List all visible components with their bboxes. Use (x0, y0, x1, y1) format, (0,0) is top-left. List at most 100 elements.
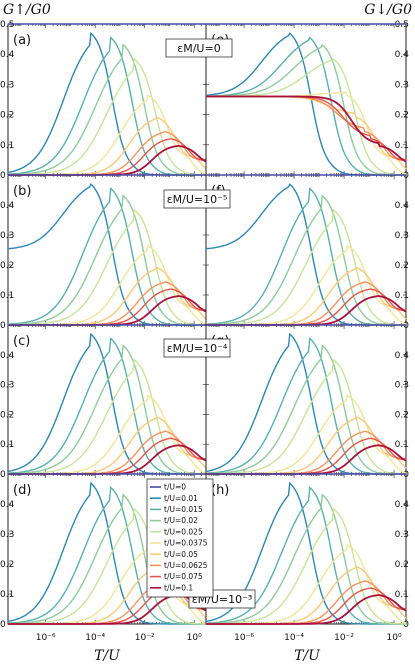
x-tick-label: 10⁻⁴ (284, 633, 304, 643)
series-line-9 (8, 444, 207, 475)
series-line-5 (206, 394, 407, 475)
series-line-5 (8, 94, 207, 176)
x-tick-label: 10⁰ (187, 633, 202, 643)
y-tick-label: 0.1 (395, 141, 409, 151)
panel-e: 00.10.20.30.40.5(e) (205, 20, 410, 181)
series-line-3 (206, 344, 406, 475)
y-tick-label: 0.1 (0, 440, 14, 450)
series-line-3 (8, 493, 206, 625)
legend-entry: t/U=0.015 (164, 505, 203, 514)
series-line-3 (8, 43, 206, 176)
series-line-9 (206, 444, 407, 475)
x-tick-label: 10⁻⁶ (234, 633, 254, 643)
y-tick-label: 0.2 (0, 560, 14, 570)
y-tick-label: 0.3 (395, 231, 409, 241)
series-line-4 (206, 208, 406, 326)
x-tick-labels: 10⁻⁶ 10⁻⁴ 10⁻² 10⁰ 10⁻⁶ 10⁻⁴ 10⁻² 10⁰ (36, 633, 402, 643)
y-tick-label: 0 (0, 470, 6, 480)
panel-label: (h) (211, 483, 229, 498)
series-line-2 (8, 486, 206, 625)
y-tick-label: 0.2 (0, 111, 14, 121)
series-line-9 (206, 95, 407, 163)
legend-entry: t/U=0.0625 (164, 561, 208, 570)
series-line-8 (206, 95, 407, 161)
panel-label: (b) (13, 184, 31, 199)
series-line-9 (8, 295, 207, 326)
x-axis-label-left: T/U (94, 648, 121, 664)
x-tick-label: 10⁻² (334, 633, 354, 643)
y-tick-label: 0.2 (395, 560, 409, 570)
legend-entry: t/U=0.05 (164, 550, 198, 559)
panel-label: (d) (13, 483, 31, 498)
epsilon-label: εM/U=0 (177, 42, 220, 55)
legend-entry: t/U=0 (164, 483, 186, 492)
panel-g: 00.10.20.30.4(g) (205, 324, 410, 480)
series-line-5 (206, 244, 407, 326)
series-line-5 (206, 91, 407, 175)
x-tick-label: 10⁻⁶ (36, 633, 56, 643)
y-tick-label: 0 (0, 321, 6, 331)
epsilon-box (165, 38, 233, 58)
panel-label: (a) (13, 33, 31, 48)
y-tick-label: 0.5 (0, 20, 14, 30)
y-tick-label: 0.4 (0, 201, 15, 211)
series-line-5 (206, 543, 407, 625)
series-line-4 (206, 358, 406, 475)
series-line-3 (206, 493, 406, 625)
series-line-5 (8, 245, 207, 326)
series-line-4 (8, 208, 206, 326)
y-tick-label: 0 (0, 620, 6, 630)
series-line-9 (206, 594, 407, 625)
series-line-4 (8, 358, 206, 475)
y-tick-label: 0.1 (395, 590, 409, 600)
panel-frame (205, 23, 407, 176)
y-tick-label: 0.5 (395, 20, 409, 30)
y-axis-label-left: G↑/G0 (3, 2, 51, 18)
y-tick-label: 0.4 (395, 50, 410, 60)
x-tick-label: 10⁰ (387, 633, 402, 643)
y-tick-label: 0.1 (0, 141, 14, 151)
series-line-4 (8, 507, 206, 625)
series-line-3 (206, 43, 406, 176)
y-tick-label: 0.4 (0, 351, 15, 361)
y-tick-label: 0.2 (395, 111, 409, 121)
y-tick-label: 0.3 (0, 530, 14, 540)
legend-entry: t/U=0.01 (164, 494, 198, 503)
y-tick-label: 0.2 (395, 410, 409, 420)
series-line-9 (8, 594, 207, 625)
series-line-3 (8, 194, 206, 326)
y-tick-label: 0.1 (395, 291, 409, 301)
legend-entry: t/U=0.1 (164, 583, 193, 592)
y-tick-label: 0.2 (0, 410, 14, 420)
series-line-3 (206, 194, 406, 326)
epsilon-label: εM/U=10⁻⁴ (167, 342, 228, 355)
y-tick-label: 0.4 (0, 50, 15, 60)
y-tick-label: 0.3 (0, 80, 14, 90)
y-tick-label: 0.4 (0, 500, 15, 510)
y-tick-label: 0.4 (395, 201, 410, 211)
panel-label: (c) (13, 334, 30, 349)
series-line-6 (206, 95, 407, 170)
legend-entry: t/U=0.025 (164, 527, 203, 536)
series-line-2 (206, 36, 406, 176)
y-tick-label: 0.4 (395, 351, 410, 361)
y-tick-label: 0.3 (395, 80, 409, 90)
series-line-9 (8, 144, 207, 176)
legend-entry: t/U=0.02 (164, 516, 198, 525)
series-line-7 (206, 95, 407, 162)
y-tick-label: 0.3 (395, 381, 409, 391)
y-tick-label: 0.1 (395, 440, 409, 450)
y-tick-label: 0.3 (0, 231, 14, 241)
x-tick-label: 10⁻² (135, 633, 155, 643)
y-tick-label: 0.2 (0, 261, 14, 271)
y-tick-label: 0.3 (0, 381, 14, 391)
x-axis-label-right: T/U (294, 648, 321, 664)
series-line-4 (8, 57, 206, 176)
series-line-4 (206, 507, 406, 625)
epsilon-box (163, 189, 231, 209)
legend: t/U=0 t/U=0.01 t/U=0.015 t/U=0.02 t/U=0.025 t… (146, 478, 214, 598)
series-line-4 (206, 58, 406, 176)
legend-entry: t/U=0.0375 (164, 539, 208, 548)
legend-entry: t/U=0.075 (164, 572, 203, 581)
